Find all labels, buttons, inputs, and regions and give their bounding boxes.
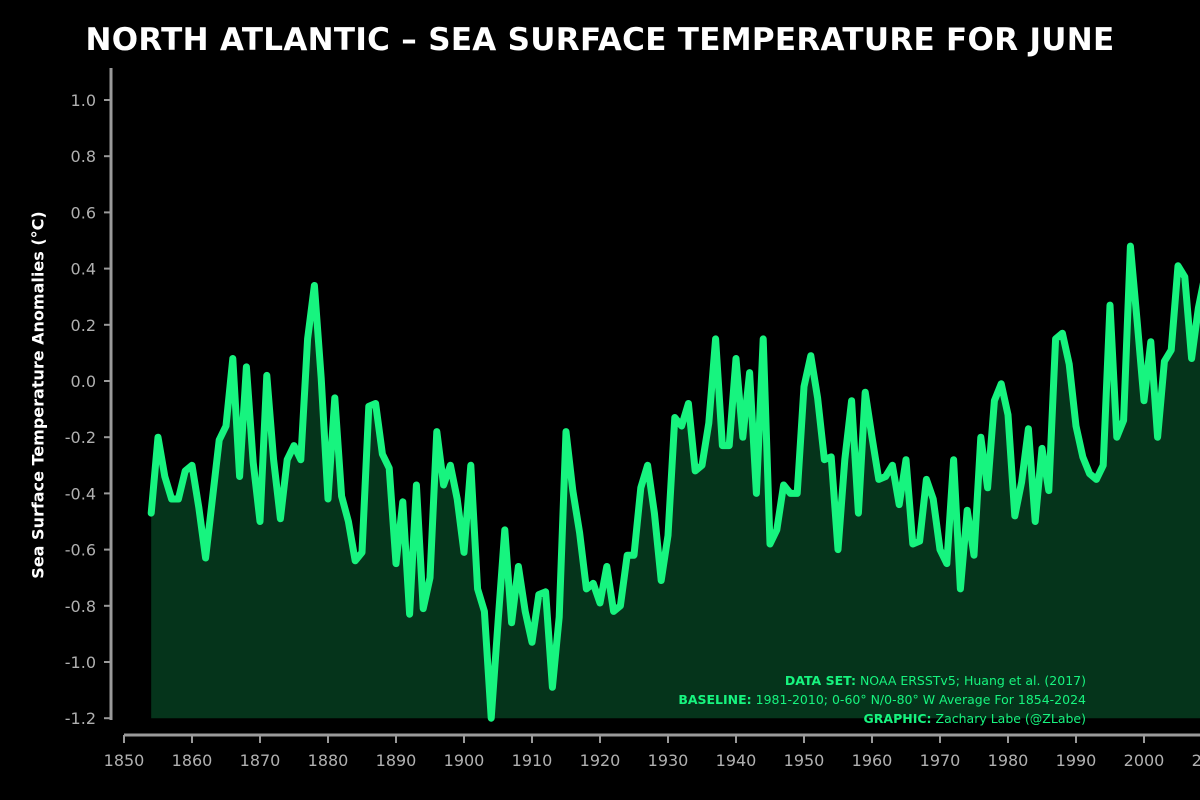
x-tick-label: 1850 — [104, 751, 145, 770]
x-tick-label: 1980 — [988, 751, 1029, 770]
credit-dataset-value: NOAA ERSSTv5; Huang et al. (2017) — [859, 673, 1086, 688]
credit-baseline-label: BASELINE: — [678, 692, 752, 707]
x-tick-label: 1950 — [784, 751, 825, 770]
x-tick-label: 1990 — [1056, 751, 1097, 770]
y-tick-label: -0.6 — [65, 541, 96, 560]
x-tick-label: 1870 — [240, 751, 281, 770]
x-tick-label: 2000 — [1124, 751, 1165, 770]
x-axis: 1850 1860 1870 1880 1890 1900 1910 1920 1930 1940… — [104, 733, 1200, 770]
x-tick-label: 1900 — [444, 751, 485, 770]
anomaly-line — [147, 242, 1200, 722]
y-axis: 1.0 0.8 0.6 0.4 0.2 0.0 -0.2 -0.4 -0.6 -0.8 -1.0 -1… — [65, 68, 113, 728]
credit-dataset-label: DATA SET: — [784, 673, 856, 688]
y-tick-label: 0.2 — [71, 316, 96, 335]
credit-graphic-label: GRAPHIC: — [863, 711, 932, 726]
y-tick-label: 0.0 — [71, 372, 96, 391]
y-tick-label: 0.8 — [71, 147, 96, 166]
x-tick-label: 1860 — [172, 751, 213, 770]
y-tick-label: 1.0 — [71, 91, 96, 110]
y-tick-label: -0.8 — [65, 597, 96, 616]
x-tick-label: 1910 — [512, 751, 553, 770]
credit-dataset: DATA SET: NOAA ERSSTv5; Huang et al. (20… — [785, 673, 1086, 688]
y-tick-label: -1.2 — [65, 709, 96, 728]
x-tick-label: 1930 — [648, 751, 689, 770]
anomaly-area-fill — [151, 246, 1200, 719]
credits-block: DATA SET: NOAA ERSSTv5; Huang et al. (20… — [678, 671, 1086, 728]
x-tick-label: 1880 — [308, 751, 349, 770]
x-tick-label: 1940 — [716, 751, 757, 770]
x-tick-label: 1970 — [920, 751, 961, 770]
y-tick-label: -1.0 — [65, 653, 96, 672]
credit-baseline-value: 1981-2010; 0-60° N/0-80° W Average For 1… — [755, 692, 1086, 707]
credit-graphic-value: Zachary Labe (@ZLabe) — [935, 711, 1086, 726]
credit-baseline: BASELINE: 1981-2010; 0-60° N/0-80° W Ave… — [678, 692, 1086, 707]
y-tick-label: 0.6 — [71, 203, 96, 222]
x-tick-label: 1890 — [376, 751, 417, 770]
credit-graphic: GRAPHIC: Zachary Labe (@ZLabe) — [864, 711, 1086, 726]
x-tick-label: 2010 — [1192, 751, 1200, 770]
x-tick-label: 1920 — [580, 751, 621, 770]
y-tick-label: 0.4 — [71, 260, 96, 279]
chart-title: NORTH ATLANTIC – SEA SURFACE TEMPERATURE… — [85, 22, 1115, 58]
x-tick-label: 1960 — [852, 751, 893, 770]
y-tick-label: -0.2 — [65, 428, 96, 447]
y-tick-label: -0.4 — [65, 484, 96, 503]
